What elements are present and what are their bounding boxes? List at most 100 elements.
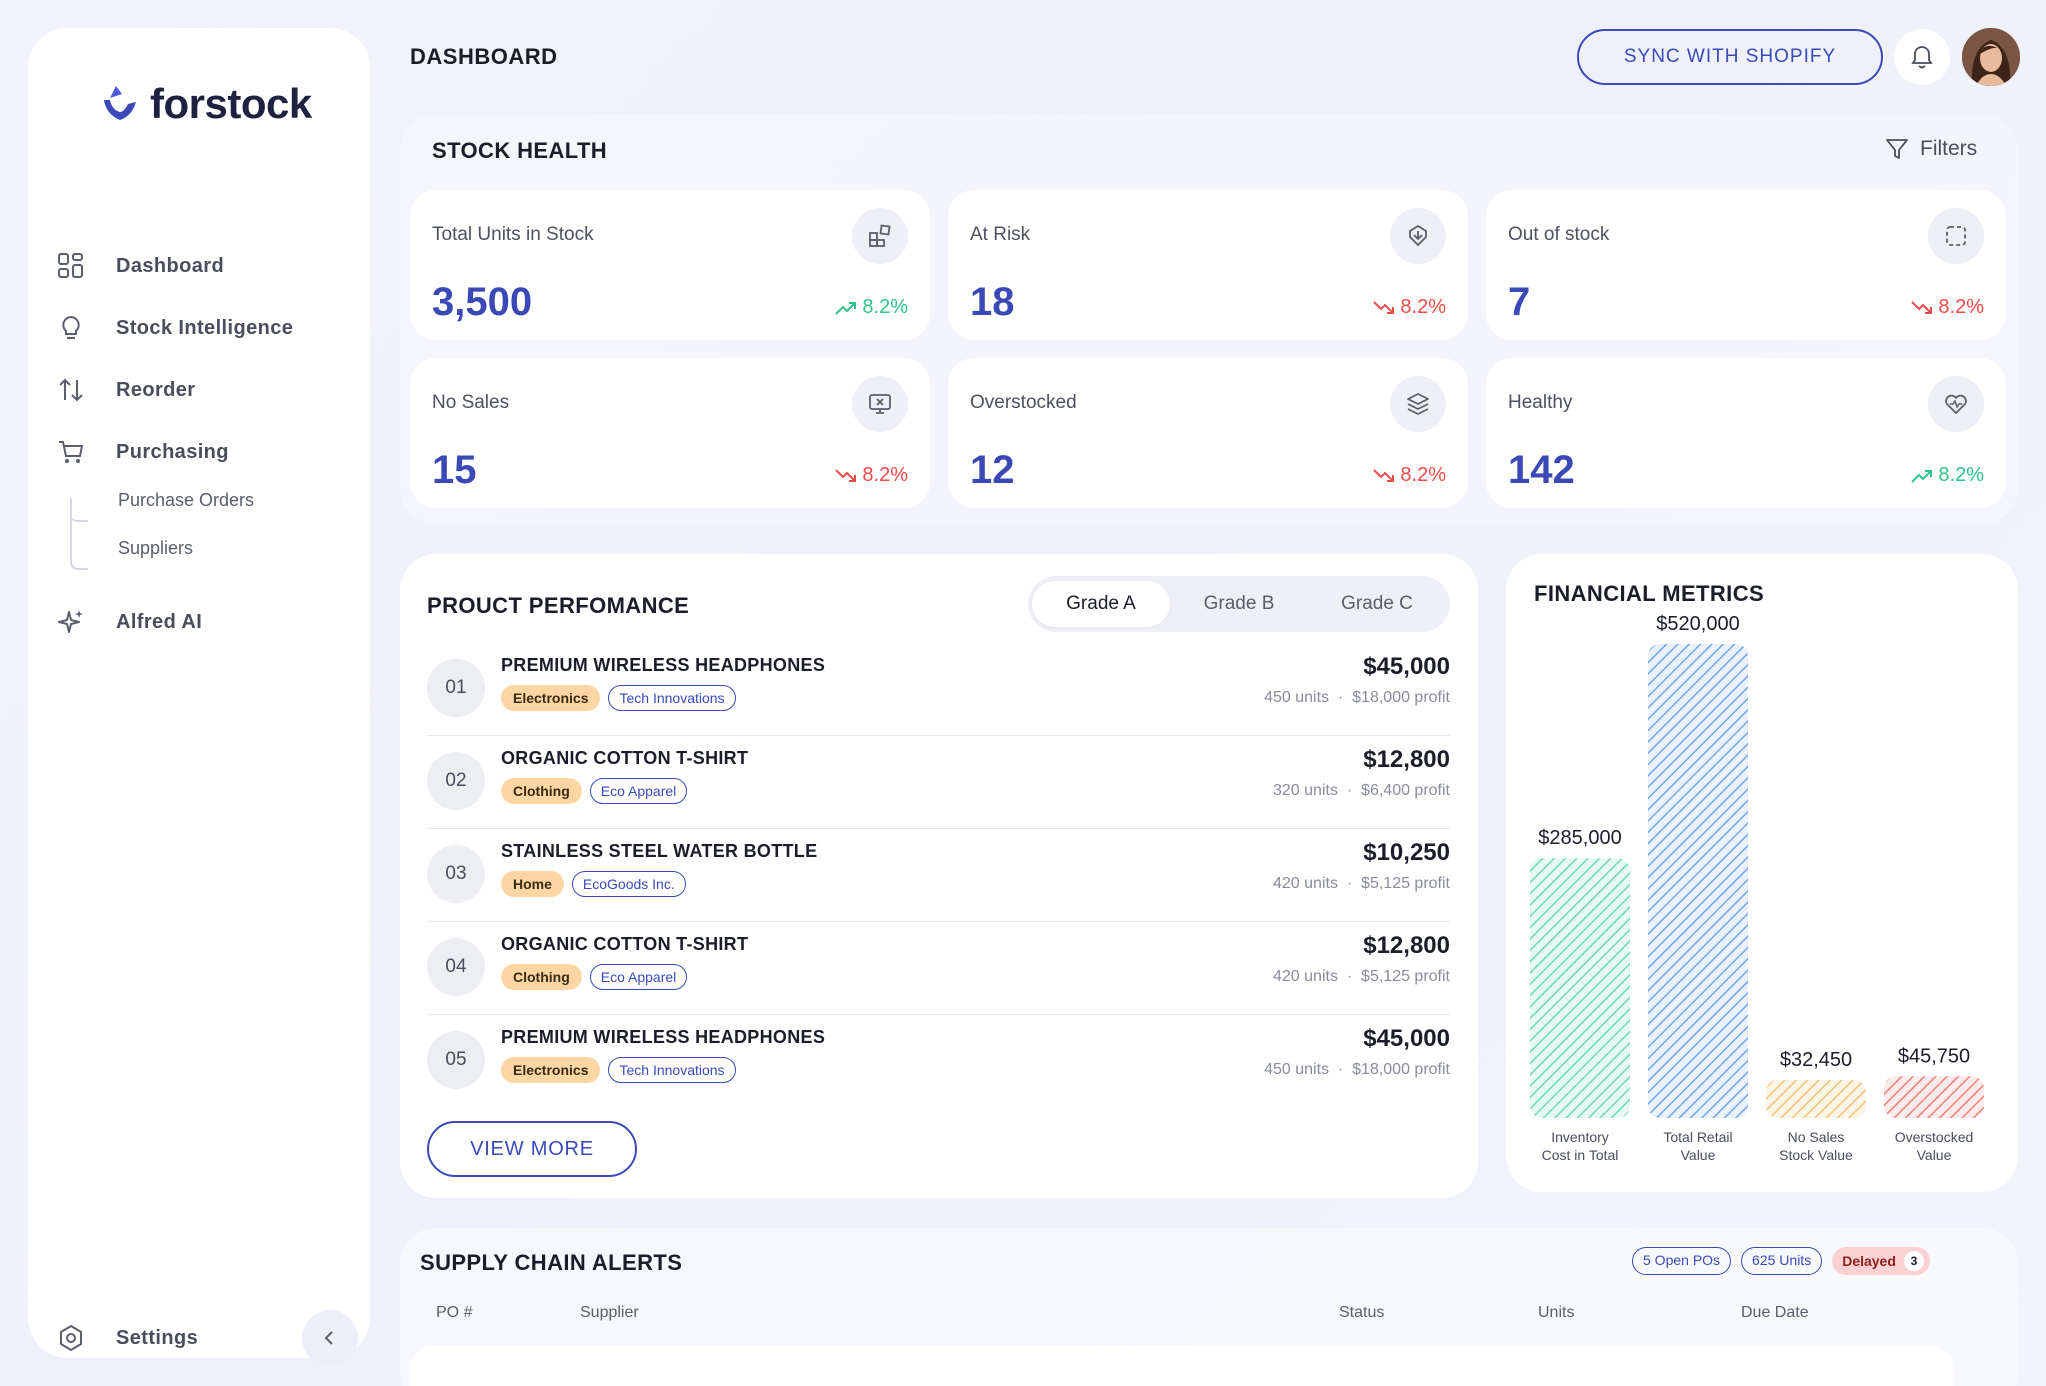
- product-rank: 02: [427, 752, 485, 810]
- metric-value: 3,500: [432, 280, 533, 324]
- column-header-units[interactable]: Units: [1538, 1304, 1575, 1321]
- arrows-up-down-icon: [59, 378, 83, 402]
- metric-label: Healthy: [1508, 392, 1573, 413]
- trend-value: 8.2%: [1400, 296, 1446, 318]
- metric-card-out-of-stock[interactable]: Out of stock 7 8.2%: [1486, 190, 2006, 340]
- filters-button[interactable]: Filters: [1884, 136, 1977, 162]
- sidebar-item-alfred-ai[interactable]: Alfred AI: [56, 598, 202, 646]
- sidebar-subitem-suppliers[interactable]: Suppliers: [118, 538, 194, 558]
- delayed-badge[interactable]: Delayed 3: [1832, 1247, 1930, 1275]
- vendor-tag: EcoGoods Inc.: [571, 871, 686, 897]
- financial-metrics-chart: $285,000 Inventory Cost in Total $520,000 To…: [1530, 613, 1984, 1163]
- product-revenue: $45,000: [1363, 1025, 1450, 1052]
- view-more-button[interactable]: VIEW MORE: [427, 1121, 637, 1177]
- trend-indicator: 8.2%: [834, 464, 908, 487]
- download-shield-icon: [1390, 208, 1446, 264]
- category-label: Overstocked: [1895, 1129, 1974, 1145]
- tab-grade-c[interactable]: Grade C: [1341, 593, 1413, 614]
- product-name: PREMIUM WIRELESS HEADPHONES: [501, 1027, 826, 1047]
- tab-grade-b[interactable]: Grade B: [1203, 593, 1275, 614]
- filters-label: Filters: [1920, 137, 1978, 160]
- column-header-due-date[interactable]: Due Date: [1741, 1304, 1809, 1321]
- product-revenue: $10,250: [1363, 839, 1450, 866]
- column-header-status[interactable]: Status: [1339, 1304, 1385, 1321]
- sidebar-item-label: Reorder: [116, 378, 196, 401]
- blocks-icon: [852, 208, 908, 264]
- product-row[interactable]: 03 STAINLESS STEEL WATER BOTTLE Home EcoG…: [427, 829, 1450, 922]
- category-label: Value: [1681, 1147, 1716, 1163]
- tab-grade-a[interactable]: Grade A: [1032, 581, 1170, 627]
- sidebar-item-purchasing[interactable]: Purchasing: [56, 428, 229, 476]
- dashboard-grid-icon: [58, 253, 83, 278]
- metric-card-no-sales[interactable]: No Sales 15 8.2%: [410, 358, 930, 508]
- trend-value: 8.2%: [1938, 296, 1984, 318]
- collapse-sidebar-button[interactable]: [302, 1310, 358, 1366]
- trend-up-icon: [835, 301, 857, 315]
- user-avatar[interactable]: [1962, 28, 2020, 86]
- filter-funnel-icon: [1886, 139, 1908, 159]
- forstock-logo[interactable]: forstock: [102, 80, 312, 128]
- product-meta: 450 units · $18,000 profit: [1264, 689, 1450, 706]
- product-meta: 450 units · $18,000 profit: [1264, 1061, 1450, 1078]
- metric-card-total-units[interactable]: Total Units in Stock 3,500 8.2%: [410, 190, 930, 340]
- column-header-supplier[interactable]: Supplier: [580, 1304, 639, 1321]
- product-name: ORGANIC COTTON T-SHIRT: [501, 934, 749, 954]
- product-revenue: $12,800: [1363, 746, 1450, 773]
- metric-value: 12: [970, 448, 1015, 492]
- product-name: PREMIUM WIRELESS HEADPHONES: [501, 655, 826, 675]
- trend-indicator: 8.2%: [834, 296, 908, 319]
- trend-value: 8.2%: [862, 296, 908, 318]
- sparkle-icon: [58, 610, 83, 633]
- sidebar-subitem-purchase-orders[interactable]: Purchase Orders: [118, 490, 255, 510]
- forstock-logo-icon: [104, 86, 136, 120]
- heart-pulse-icon: [1928, 376, 1984, 432]
- category-label: Total Retail: [1663, 1129, 1732, 1145]
- page-title: DASHBOARD: [410, 44, 558, 69]
- category-tag: Clothing: [501, 778, 582, 804]
- financial-metrics-title: FINANCIAL METRICS: [1534, 581, 1765, 606]
- trend-indicator: 8.2%: [1372, 464, 1446, 487]
- sidebar-item-label: Stock Intelligence: [116, 316, 294, 339]
- sidebar-item-reorder[interactable]: Reorder: [56, 366, 196, 414]
- product-units: 320 units: [1273, 782, 1338, 799]
- bar-3[interactable]: [1884, 1076, 1984, 1118]
- vendor-tag: Eco Apparel: [589, 964, 688, 990]
- empty-box-icon: [1928, 208, 1984, 264]
- user-photo: [1962, 28, 2020, 86]
- open-pos-badge[interactable]: 5 Open POs: [1632, 1247, 1732, 1275]
- metric-label: Out of stock: [1508, 224, 1610, 245]
- product-row[interactable]: 02 ORGANIC COTTON T-SHIRT Clothing Eco Ap…: [427, 736, 1450, 829]
- product-row[interactable]: 05 PREMIUM WIRELESS HEADPHONES Electroni…: [427, 1015, 1450, 1108]
- bar-0[interactable]: [1530, 858, 1630, 1118]
- category-label: Stock Value: [1779, 1147, 1853, 1163]
- settings-hexagon-icon: [60, 1324, 82, 1352]
- cart-icon: [59, 441, 84, 463]
- metric-card-at-risk[interactable]: At Risk 18 8.2%: [948, 190, 1468, 340]
- trend-indicator: 8.2%: [1910, 464, 1984, 487]
- sidebar-item-stock-intelligence[interactable]: Stock Intelligence: [56, 304, 293, 352]
- bar-2[interactable]: [1766, 1080, 1866, 1118]
- trend-value: 8.2%: [862, 464, 908, 486]
- grade-tabs: Grade A Grade B Grade C: [1028, 576, 1450, 632]
- layers-icon: [1390, 376, 1446, 432]
- metric-card-overstocked[interactable]: Overstocked 12 8.2%: [948, 358, 1468, 508]
- notifications-button[interactable]: [1894, 29, 1950, 85]
- trend-value: 8.2%: [1938, 464, 1984, 486]
- metric-value: 7: [1508, 280, 1531, 324]
- vendor-tag: Tech Innovations: [608, 685, 736, 711]
- product-row[interactable]: 04 ORGANIC COTTON T-SHIRT Clothing Eco Ap…: [427, 922, 1450, 1015]
- bar-value-label: $32,450: [1780, 1049, 1852, 1071]
- sidebar: forstock Dashboard Stock Intelligence Re…: [28, 28, 370, 1366]
- category-tag: Electronics: [501, 685, 601, 711]
- column-header-po[interactable]: PO #: [436, 1304, 473, 1321]
- sidebar-item-label: Purchasing: [116, 440, 229, 463]
- bar-1[interactable]: [1648, 644, 1748, 1118]
- sync-with-shopify-button[interactable]: SYNC WITH SHOPIFY: [1577, 29, 1883, 85]
- delayed-count: 3: [1903, 1251, 1924, 1271]
- units-badge[interactable]: 625 Units: [1741, 1247, 1823, 1275]
- sidebar-item-dashboard[interactable]: Dashboard: [56, 242, 224, 290]
- metric-card-healthy[interactable]: Healthy 142 8.2%: [1486, 358, 2006, 508]
- metric-value: 142: [1508, 448, 1575, 492]
- sidebar-item-settings[interactable]: Settings: [56, 1314, 198, 1362]
- product-row[interactable]: 01 PREMIUM WIRELESS HEADPHONES Electroni…: [427, 643, 1450, 736]
